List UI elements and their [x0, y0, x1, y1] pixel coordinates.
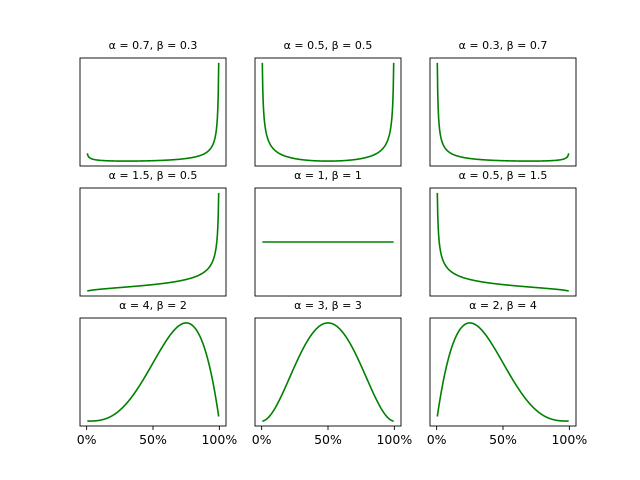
panel-4: α = 1.5, β = 0.5	[79, 169, 227, 297]
x-tick-label: 100%	[376, 432, 412, 447]
series-line	[436, 62, 570, 162]
panel-title: α = 1, β = 1	[294, 169, 362, 182]
x-tick-label: 50%	[314, 432, 342, 447]
axes-frame	[79, 187, 227, 297]
panel-2: α = 0.5, β = 0.5	[254, 39, 402, 167]
panel-title: α = 0.7, β = 0.3	[109, 39, 198, 52]
panel-title: α = 1.5, β = 0.5	[109, 169, 198, 182]
series-line	[436, 192, 569, 292]
axes-frame	[429, 57, 577, 167]
panel-1: α = 0.7, β = 0.3	[79, 39, 227, 167]
axes-frame	[429, 187, 577, 297]
panel-3: α = 0.3, β = 0.7	[429, 39, 577, 167]
x-tick-label: 100%	[551, 432, 587, 447]
x-tick-label: 50%	[139, 432, 167, 447]
panel-9: α = 2, β = 4 0% 50% 100%	[427, 299, 588, 447]
axes-frame	[254, 317, 402, 427]
series-line	[87, 192, 220, 292]
panel-title: α = 0.5, β = 1.5	[459, 169, 548, 182]
panel-title: α = 0.5, β = 0.5	[284, 39, 373, 52]
series-line	[436, 322, 569, 422]
axes-frame	[79, 317, 227, 427]
x-tick-label: 0%	[77, 432, 97, 447]
series-line	[262, 322, 394, 422]
panel-title: α = 0.3, β = 0.7	[459, 39, 548, 52]
x-tick-label: 0%	[427, 432, 447, 447]
panel-6: α = 0.5, β = 1.5	[429, 169, 577, 297]
panel-title: α = 3, β = 3	[294, 299, 362, 312]
x-tick-label: 50%	[489, 432, 517, 447]
axes-frame	[79, 57, 227, 167]
panel-8: α = 3, β = 3 0% 50% 100%	[252, 299, 413, 447]
series-line	[87, 322, 220, 422]
axes-frame	[254, 57, 402, 167]
x-tick-label: 0%	[252, 432, 272, 447]
axes-frame	[254, 187, 402, 297]
axes-frame	[429, 317, 577, 427]
series-line	[261, 62, 395, 162]
series-line	[86, 62, 220, 162]
panel-title: α = 2, β = 4	[469, 299, 537, 312]
panel-5: α = 1, β = 1	[254, 169, 402, 297]
panel-7: α = 4, β = 2 0% 50% 100%	[77, 299, 238, 447]
panel-title: α = 4, β = 2	[119, 299, 187, 312]
x-tick-label: 100%	[201, 432, 237, 447]
